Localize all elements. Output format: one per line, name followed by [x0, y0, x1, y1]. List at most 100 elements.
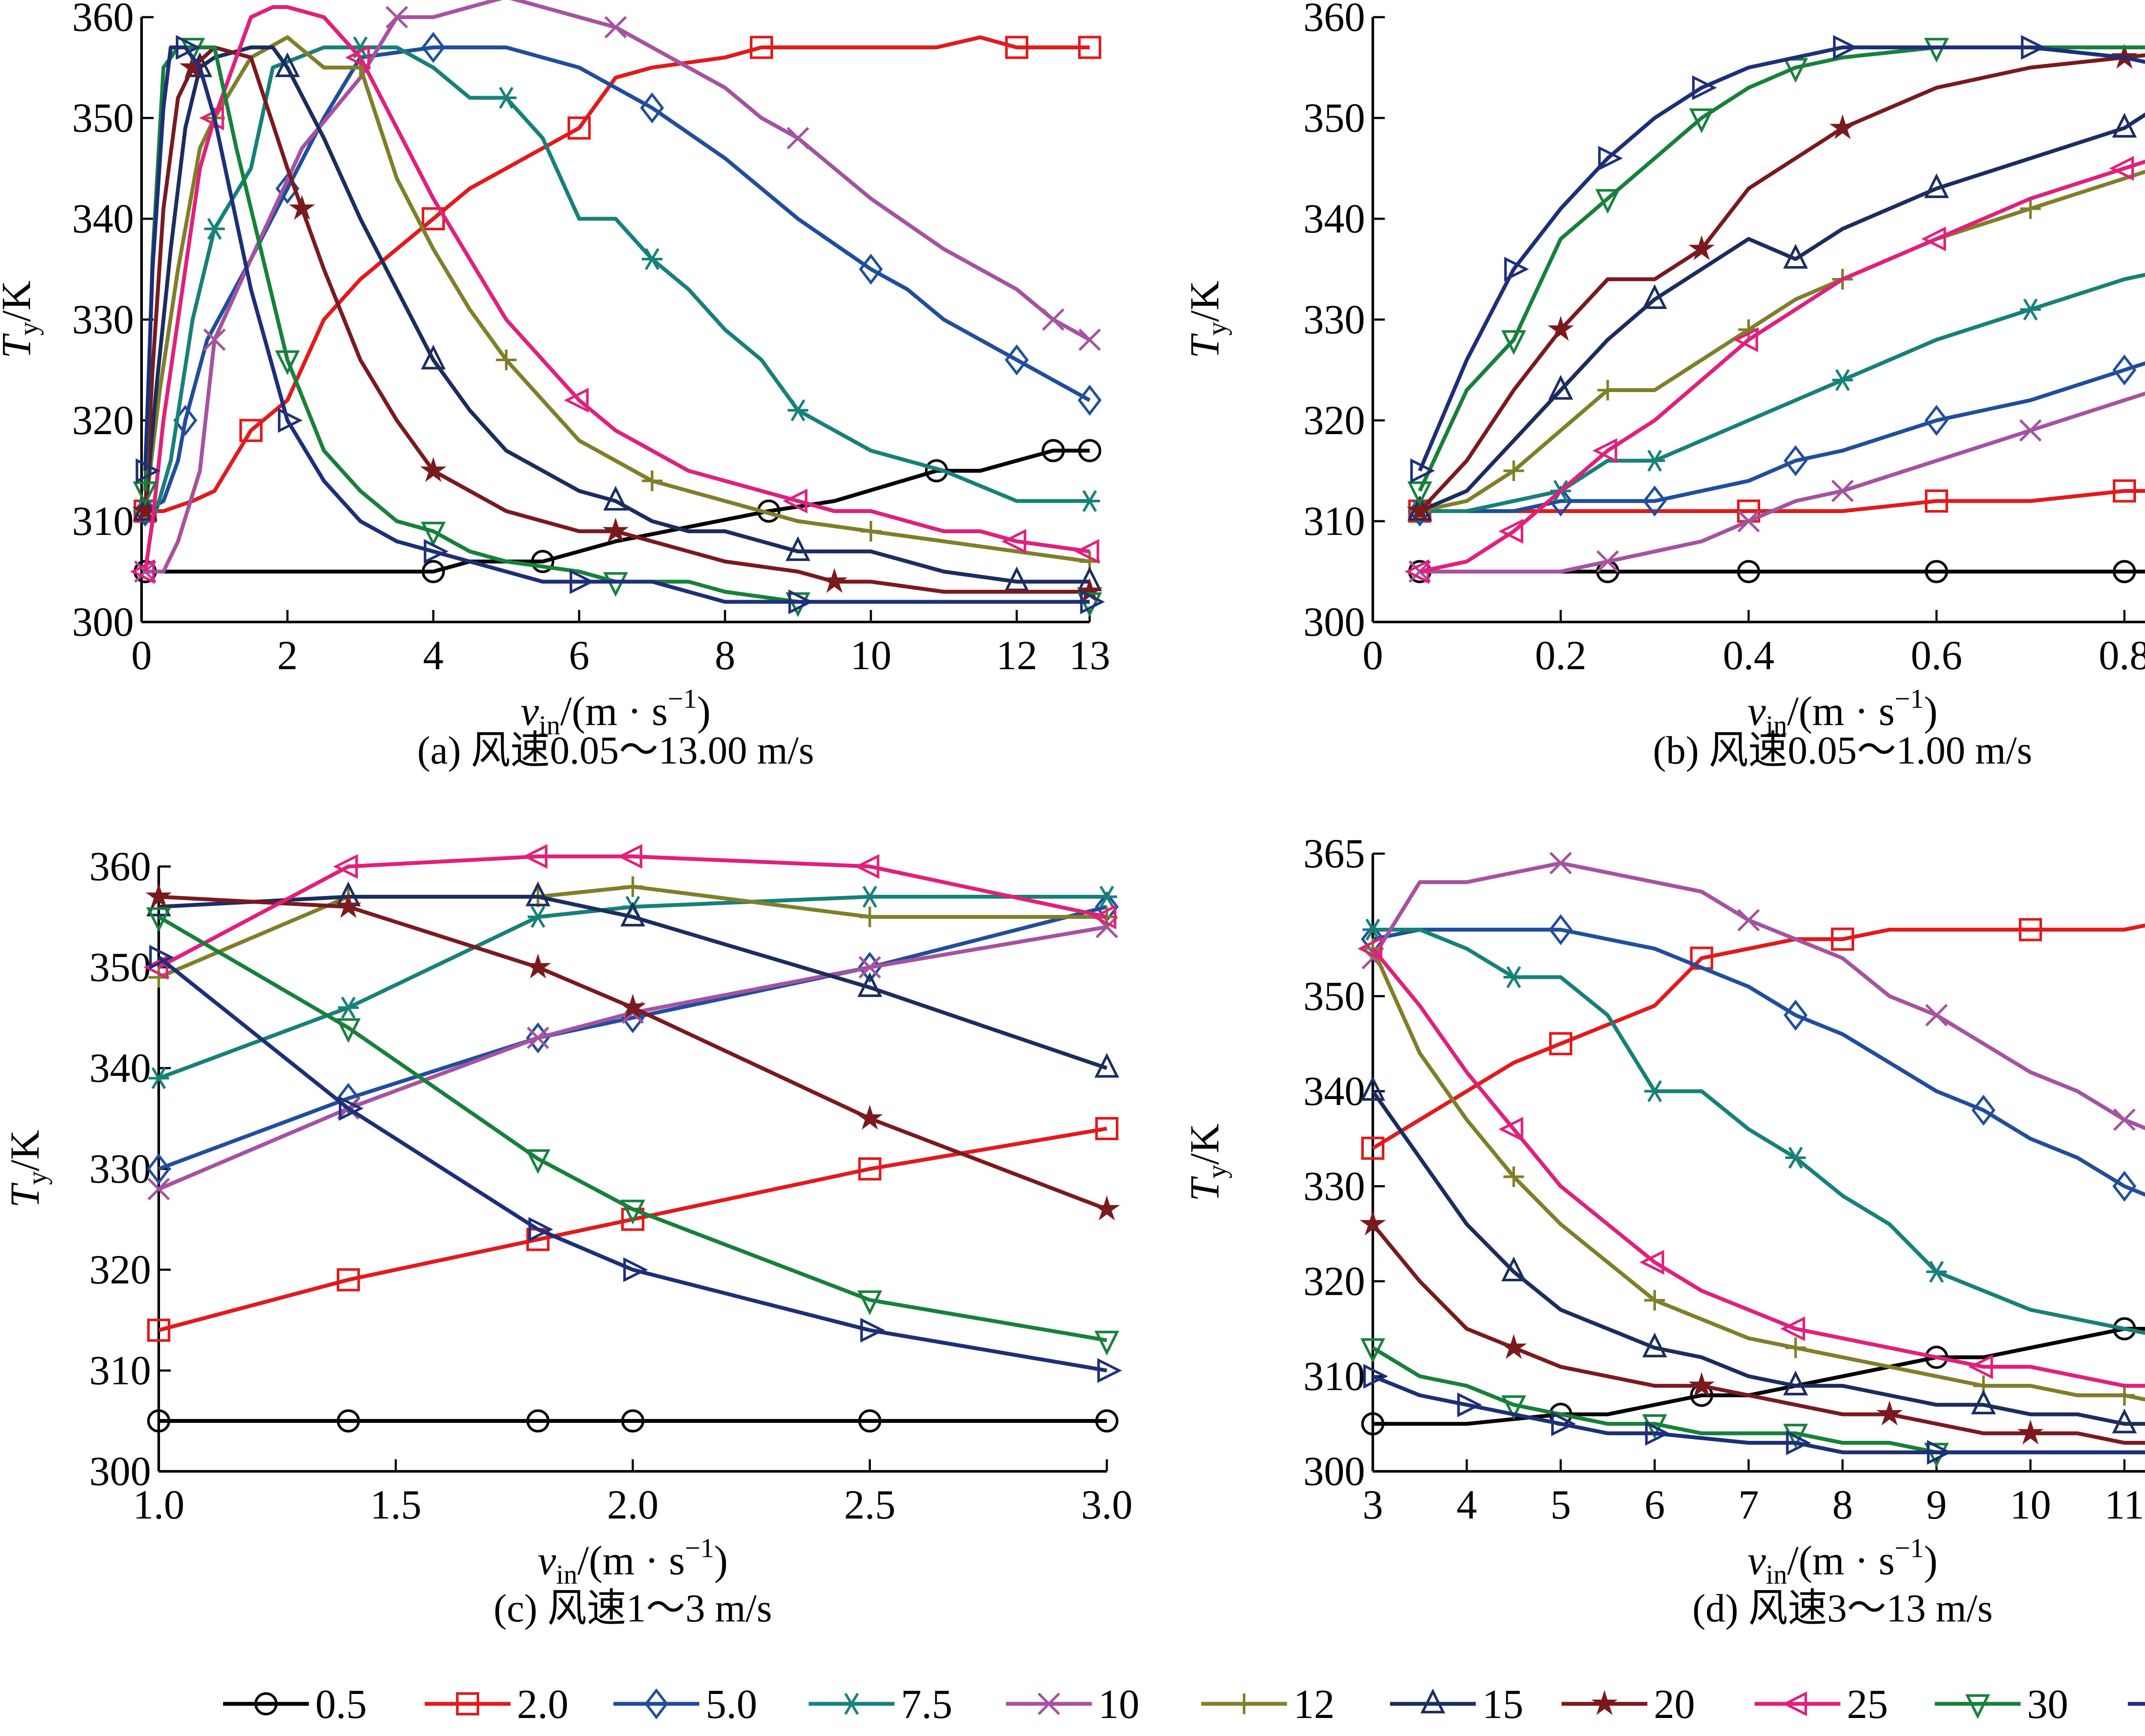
y-tick-label: 340: [1303, 1068, 1365, 1114]
y-tick-label: 340: [1303, 196, 1365, 242]
data-point: [1644, 1081, 1665, 1102]
y-tick-label: 330: [72, 296, 134, 342]
series-line: [145, 0, 1090, 572]
legend-item-35: 35: [2128, 1681, 2145, 1727]
y-label-sub: y: [1202, 322, 1232, 335]
data-point: [605, 574, 626, 594]
data-point: [861, 521, 881, 542]
x-tick-label: 1.0: [133, 1482, 184, 1528]
legend-marker: [1423, 1691, 1443, 1712]
series-25: [133, 7, 1098, 582]
series-line: [1420, 118, 2145, 572]
legend-label: 2.0: [517, 1681, 568, 1727]
series-20: [1361, 1212, 2145, 1453]
legend-marker: [1967, 1696, 1988, 1716]
x-tick-label: 0.6: [1911, 632, 1962, 678]
series-0.5: [148, 1411, 1117, 1431]
chart-panel-d: 300310320330340350365345678910111213Ty/K…: [1175, 815, 2145, 1673]
data-point: [823, 569, 846, 592]
y-tick-label: 300: [72, 599, 134, 645]
series-line: [1420, 48, 2145, 511]
y-label-sub: y: [22, 1171, 52, 1185]
series-35: [137, 37, 1102, 613]
series-line: [145, 37, 1090, 562]
legend: 0.52.05.07.510121520253035: [0, 1673, 2145, 1734]
x-tick-label: 0.2: [1535, 632, 1586, 678]
series-line: [159, 927, 1107, 1189]
x-tick-label: 6: [569, 632, 589, 678]
legend-item-20: 20: [1562, 1681, 1695, 1727]
x-tick-label: 0.8: [2099, 632, 2145, 678]
y-tick-label: 310: [1303, 498, 1365, 544]
y-tick-label: 360: [89, 843, 151, 889]
y-tick-label: 320: [72, 397, 134, 443]
series-line: [145, 37, 1090, 511]
y-label-main: T: [1181, 1176, 1227, 1202]
chart-svg-d: 300310320330340350365345678910111213Ty/K…: [1175, 815, 2145, 1673]
data-point: [788, 128, 808, 148]
x-axis-label: vin/(m · s−1): [1747, 1533, 1937, 1590]
legend-label: 10: [1098, 1681, 1139, 1727]
x-tick-label: 13: [1069, 632, 1110, 678]
data-point: [642, 471, 662, 491]
data-point: [1502, 1335, 1526, 1358]
legend-item-2.0: 2.0: [425, 1681, 568, 1727]
y-tick-label: 340: [89, 1045, 151, 1091]
y-tick-label: 310: [72, 498, 134, 544]
x-tick-label: 5: [1550, 1482, 1571, 1528]
legend-label: 0.5: [315, 1681, 367, 1727]
data-point: [858, 1106, 882, 1129]
data-point: [622, 876, 643, 897]
series-line: [145, 48, 1090, 511]
data-point: [2020, 299, 2041, 320]
series-20: [1408, 35, 2145, 521]
legend-item-7.5: 7.5: [809, 1681, 952, 1727]
legend-item-10: 10: [1006, 1681, 1139, 1727]
y-tick-label: 300: [1303, 599, 1365, 645]
y-tick-label: 300: [1303, 1448, 1365, 1494]
data-point: [860, 887, 880, 907]
series-5.0: [148, 894, 1117, 1182]
legend-marker: [1593, 1691, 1616, 1714]
series-10: [1363, 853, 2145, 1216]
x-tick-label: 0.4: [1723, 632, 1774, 678]
data-point: [1832, 370, 1853, 390]
y-label-rest: /K: [1181, 1123, 1227, 1165]
series-line: [145, 451, 1090, 572]
y-label-rest: /K: [1181, 281, 1227, 322]
series-line: [1373, 920, 2145, 1148]
y-label-rest: /K: [2, 1130, 48, 1171]
series-line: [145, 48, 1090, 582]
y-axis-label: Ty/K: [1181, 1123, 1232, 1201]
legend-label: 12: [1293, 1681, 1335, 1727]
y-tick-label: 320: [1303, 1258, 1365, 1304]
x-tick-label: 10: [2010, 1482, 2051, 1528]
panel-caption: (a) 风速0.05～13.00 m/s: [417, 728, 814, 772]
y-tick-label: 365: [1303, 830, 1365, 876]
x-tick-label: 2: [277, 632, 298, 678]
y-tick-label: 310: [89, 1347, 151, 1393]
series-7.5: [135, 37, 1100, 522]
data-point: [290, 196, 314, 219]
y-label-sub: y: [13, 322, 44, 335]
series-35: [1411, 37, 2145, 481]
x-tick-label: 7: [1738, 1482, 1759, 1528]
legend-item-0.5: 0.5: [223, 1681, 367, 1727]
x-tick-label: 2.5: [844, 1482, 896, 1528]
series-2.0: [148, 1118, 1117, 1340]
data-point: [2114, 1385, 2135, 1406]
series-20: [147, 885, 1119, 1220]
chart-svg-a: 30031032033034035036002468101213Ty/Kvin/…: [0, 0, 1158, 815]
series-12: [148, 876, 1117, 988]
series-15: [148, 885, 1117, 1077]
x-tick-label: 0: [1363, 632, 1383, 678]
data-point: [1690, 1374, 1713, 1396]
series-12: [1363, 939, 2145, 1425]
series-15: [1410, 45, 2145, 519]
data-point: [1644, 450, 1665, 471]
legend-svg: 0.52.05.07.510121520253035: [0, 1673, 2145, 1734]
series-line: [145, 7, 1090, 572]
y-axis-label: Ty/K: [2, 1130, 52, 1208]
legend-item-5.0: 5.0: [613, 1681, 757, 1727]
series-30: [1363, 1340, 2145, 1465]
